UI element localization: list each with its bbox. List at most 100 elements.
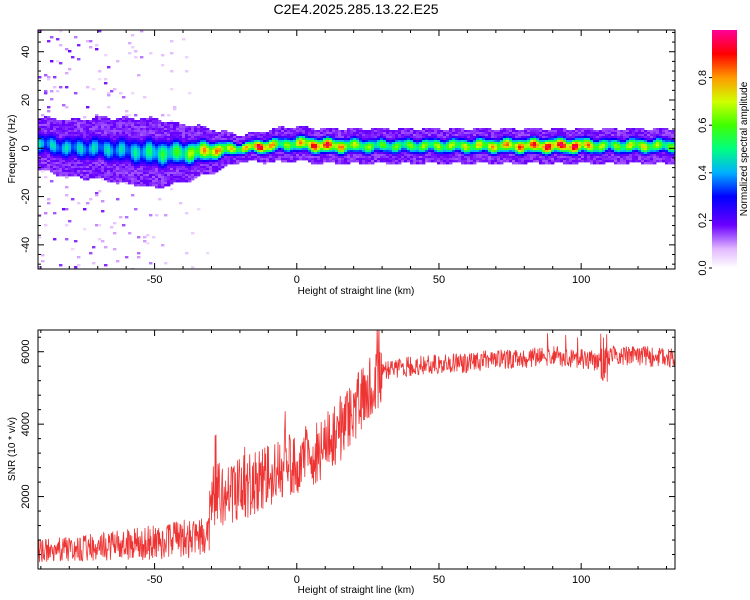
heatmap-cell [362, 158, 366, 161]
heatmap-cell [188, 150, 192, 153]
heatmap-cell [206, 172, 210, 175]
heatmap-cell [212, 156, 216, 159]
heatmap-cell [641, 154, 645, 157]
heatmap-cell [659, 146, 663, 149]
heatmap-cell [86, 130, 90, 133]
heatmap-cell [215, 136, 219, 139]
heatmap-cell [548, 142, 552, 145]
heatmap-cell [167, 132, 171, 135]
heatmap-cell [152, 168, 156, 171]
heatmap-cell [644, 148, 648, 151]
heatmap-cell [170, 40, 174, 43]
heatmap-cell [371, 146, 375, 149]
heatmap-cell [107, 174, 111, 177]
heatmap-cell [212, 144, 216, 147]
heatmap-cell [101, 144, 105, 147]
heatmap-cell [374, 146, 378, 149]
heatmap-cell [140, 160, 144, 163]
heatmap-cell [107, 144, 111, 147]
heatmap-cell [170, 88, 174, 91]
heatmap-cell [446, 142, 450, 145]
heatmap-cell [128, 140, 132, 143]
heatmap-cell [149, 174, 153, 177]
heatmap-cell [164, 172, 168, 175]
heatmap-cell [86, 136, 90, 139]
heatmap-cell [53, 118, 57, 121]
heatmap-cell [98, 130, 102, 133]
heatmap-cell [152, 162, 156, 165]
heatmap-cell [185, 154, 189, 157]
heatmap-cell [161, 132, 165, 135]
heatmap-cell [290, 150, 294, 153]
heatmap-cell [164, 132, 168, 135]
heatmap-cell [110, 150, 114, 153]
heatmap-cell [536, 142, 540, 145]
heatmap-cell [341, 160, 345, 163]
heatmap-cell [647, 142, 651, 145]
heatmap-cell [191, 158, 195, 161]
heatmap-cell [287, 154, 291, 157]
heatmap-cell [296, 136, 300, 139]
heatmap-cell [200, 126, 204, 129]
heatmap-cell [587, 134, 591, 137]
heatmap-cell [509, 140, 513, 143]
heatmap-cell [89, 144, 93, 147]
heatmap-cell [104, 164, 108, 167]
heatmap-cell [614, 152, 618, 155]
heatmap-cell [434, 144, 438, 147]
heatmap-cell [50, 164, 54, 167]
heatmap-cell [89, 120, 93, 123]
heatmap-cell [137, 176, 141, 179]
heatmap-cell [62, 104, 66, 107]
heatmap-cell [419, 148, 423, 151]
heatmap-cell [71, 130, 75, 133]
heatmap-cell [86, 86, 90, 89]
heatmap-cell [380, 150, 384, 153]
heatmap-cell [251, 138, 255, 141]
heatmap-cell [482, 144, 486, 147]
heatmap-cell [125, 178, 129, 181]
heatmap-cell [428, 142, 432, 145]
heatmap-cell [116, 172, 120, 175]
heatmap-cell [413, 152, 417, 155]
heatmap-cell [653, 158, 657, 161]
heatmap-cell [239, 142, 243, 145]
heatmap-cell [287, 136, 291, 139]
heatmap-cell [509, 142, 513, 145]
heatmap-cell [164, 122, 168, 125]
heatmap-cell [131, 172, 135, 175]
heatmap-cell [407, 160, 411, 163]
heatmap-cell [509, 148, 513, 151]
heatmap-cell [440, 132, 444, 135]
heatmap-cell [134, 156, 138, 159]
heatmap-cell [671, 140, 675, 143]
heatmap-cell [170, 120, 174, 123]
heatmap-cell [197, 164, 201, 167]
heatmap-cell [56, 90, 60, 93]
heatmap-cell [44, 146, 48, 149]
heatmap-cell [557, 148, 561, 151]
heatmap-cell [461, 132, 465, 135]
heatmap-cell [107, 172, 111, 175]
heatmap-cell [50, 138, 54, 141]
heatmap-cell [248, 136, 252, 139]
heatmap-cell [89, 140, 93, 143]
heatmap-cell [530, 156, 534, 159]
heatmap-cell [272, 148, 276, 151]
heatmap-cell [593, 152, 597, 155]
heatmap-cell [149, 214, 153, 217]
heatmap-cell [653, 140, 657, 143]
heatmap-cell [335, 148, 339, 151]
heatmap-cell [86, 124, 90, 127]
heatmap-cell [206, 138, 210, 141]
heatmap-cell [386, 134, 390, 137]
heatmap-cell [596, 162, 600, 165]
heatmap-cell [422, 134, 426, 137]
heatmap-cell [65, 124, 69, 127]
heatmap-cell [179, 140, 183, 143]
heatmap-cell [407, 154, 411, 157]
heatmap-cell [473, 140, 477, 143]
heatmap-cell [452, 146, 456, 149]
heatmap-cell [203, 166, 207, 169]
heatmap-cell [134, 124, 138, 127]
